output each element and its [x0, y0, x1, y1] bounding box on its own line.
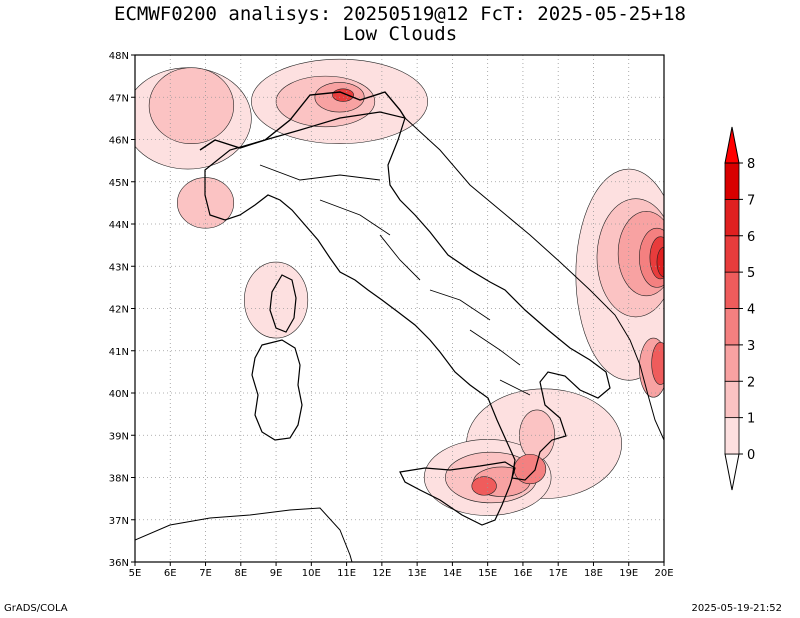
balkan-coastline: [404, 117, 664, 441]
colorbar: 0 1 2 3 4 5 6 7 8: [724, 126, 755, 491]
cloud-area-11: [519, 409, 555, 461]
coastlines-and-borders: [135, 91, 664, 562]
lon-tick-label: 9E: [270, 568, 283, 579]
lon-tick-label: 6E: [164, 568, 177, 579]
colorbar-label: 3: [747, 339, 755, 354]
lon-tick-label: 15E: [478, 568, 497, 579]
lon-tick-label: 18E: [584, 568, 603, 579]
lon-tick-label: 5E: [129, 568, 142, 579]
lon-tick-label: 19E: [619, 568, 638, 579]
colorbar-label: 4: [747, 303, 755, 318]
lat-tick-label: 37N: [109, 516, 129, 527]
lat-tick-label: 48N: [109, 51, 129, 62]
colorbar-label: 0: [747, 448, 755, 463]
lon-tick-label: 8E: [234, 568, 247, 579]
sardinia-coastline: [251, 339, 303, 441]
lat-tick-label: 47N: [109, 93, 129, 104]
lat-tick-label: 38N: [109, 474, 129, 485]
lon-tick-label: 14E: [443, 568, 462, 579]
lat-tick-label: 42N: [109, 305, 129, 316]
lat-tick-label: 39N: [109, 431, 129, 442]
generation-timestamp: 2025-05-19-21:52: [691, 603, 782, 614]
lat-tick-label: 40N: [109, 389, 129, 400]
colorbar-label: 8: [747, 157, 755, 172]
lon-tick-label: 10E: [302, 568, 321, 579]
lat-tick-label: 46N: [109, 136, 129, 147]
colorbar-segment: [724, 271, 740, 309]
colorbar-segment: [724, 380, 740, 419]
africa-coastline: [135, 507, 353, 562]
map-title: ECMWF0200 analisys: 20250519@12 FcT: 202…: [114, 3, 686, 25]
colorbar-label: 2: [747, 375, 755, 390]
colorbar-min-arrow: [724, 453, 740, 491]
colorbar-segment: [724, 344, 740, 382]
lon-tick-label: 13E: [408, 568, 427, 579]
region-borders: [259, 164, 531, 396]
colorbar-label: 7: [747, 193, 755, 208]
lat-tick-label: 43N: [109, 262, 129, 273]
colorbar-label: 1: [747, 412, 755, 427]
colorbar-segment: [724, 308, 740, 346]
map-axes: 5E 6E 7E 8E 9E 10E 11E 12E 13E 14E 15E 16E 17E 18E 19E…: [109, 51, 674, 579]
colorbar-segment: [724, 198, 740, 237]
cloud-area-19: [651, 342, 664, 385]
lon-tick-label: 20E: [654, 568, 673, 579]
alpine-border: [199, 91, 406, 151]
lat-tick-label: 45N: [109, 178, 129, 189]
colorbar-label: 6: [747, 230, 755, 245]
software-credit: GrADS/COLA: [4, 603, 68, 614]
lat-tick-label: 41N: [109, 347, 129, 358]
lon-tick-label: 16E: [513, 568, 532, 579]
cloud-area-21: [332, 88, 354, 102]
cloud-area-6: [148, 67, 235, 145]
lon-tick-label: 12E: [372, 568, 391, 579]
lat-lon-grid: [135, 55, 664, 562]
colorbar-segment: [724, 417, 740, 455]
colorbar-segment: [724, 235, 740, 273]
lon-tick-label: 17E: [549, 568, 568, 579]
colorbar-max-arrow: [724, 126, 740, 164]
colorbar-segment: [724, 162, 740, 200]
lon-tick-label: 11E: [337, 568, 356, 579]
cloud-area-18: [471, 476, 497, 496]
italy-coastline: [204, 111, 611, 481]
lon-tick-label: 7E: [199, 568, 212, 579]
cloud-cover-layer: [135, 58, 664, 516]
lat-tick-label: 44N: [109, 220, 129, 231]
sicily-coastline: [399, 461, 516, 526]
colorbar-label: 5: [747, 266, 755, 281]
map-subtitle: Low Clouds: [342, 23, 458, 45]
lat-tick-label: 36N: [109, 558, 129, 569]
corsica-coastline: [269, 274, 297, 333]
